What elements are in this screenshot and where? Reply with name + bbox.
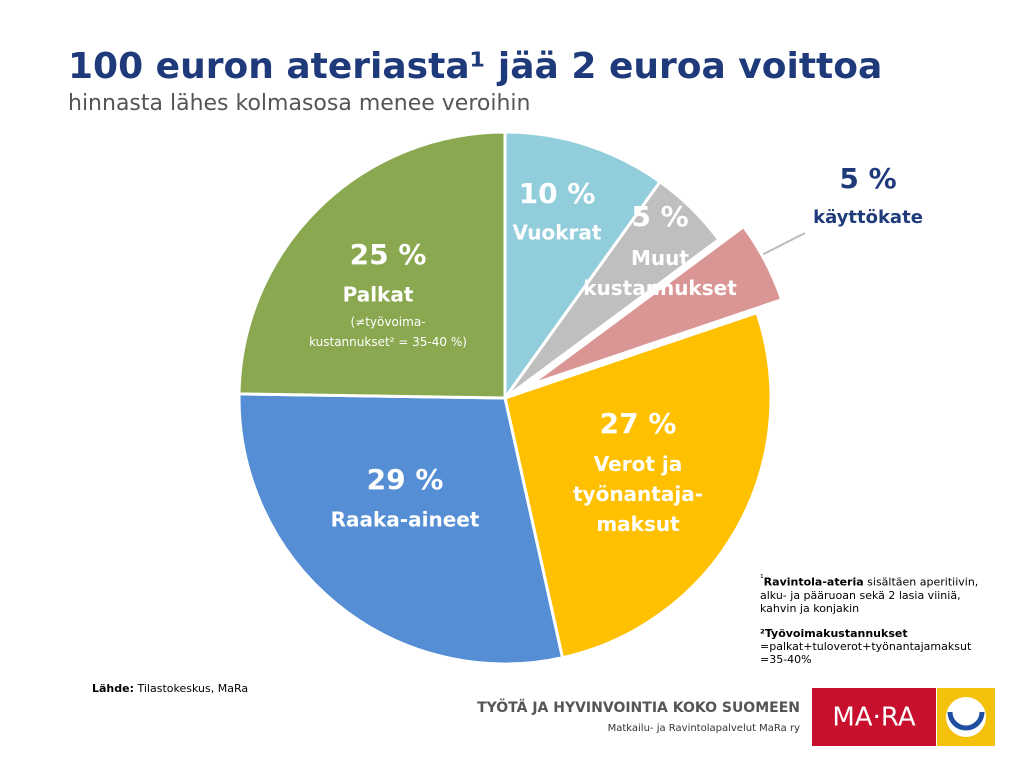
source-text: Tilastokeskus, MaRa	[134, 682, 249, 695]
logo-text: MA·RA	[832, 703, 915, 733]
footnote-text: =palkat+tuloverot+työnantajamaksut =35-4…	[760, 640, 972, 666]
slice-note: (≠työvoima-kustannukset² = 35-40 %)	[309, 315, 467, 349]
pie: 10 % Vuokrat 5 % Muut kustannukset 5 % käyttök…	[237, 130, 923, 666]
footnote: ¹Ravintola-ateria sisältäen aperitiivin,…	[760, 572, 985, 615]
footnote-term: Työvoimakustannukset	[764, 627, 908, 640]
value-label: 27 %	[600, 407, 677, 440]
chart-title: 100 euron ateriasta¹ jää 2 euroa voittoa	[68, 46, 882, 87]
value-label: 29 %	[367, 463, 444, 496]
source-label: Lähde:	[92, 682, 134, 695]
footnote-text: sisältäen aperitiivin, alku- ja pääruoan…	[760, 575, 979, 615]
logo-smile	[947, 711, 985, 731]
footnote-marker: ²	[760, 627, 765, 640]
pie-slice	[503, 130, 663, 403]
logo-box	[812, 688, 936, 746]
slice-label: Raaka-aineet	[331, 508, 480, 532]
slice-label: Palkat	[343, 283, 414, 307]
pie-slice	[237, 130, 507, 400]
pie-slice	[503, 179, 721, 400]
pie-slice	[237, 392, 565, 666]
footnote: ²Työvoimakustannukset =palkat+tuloverot+t…	[760, 627, 985, 666]
value-label: 25 %	[350, 238, 427, 271]
footer-tagline: TYÖTÄ JA HYVINVOINTIA KOKO SUOMEEN	[477, 698, 800, 716]
footer-organization: Matkailu- ja Ravintolapalvelut MaRa ry	[608, 723, 800, 734]
footnote-marker: ¹	[760, 573, 764, 584]
slice-label: Muut kustannukset	[583, 246, 737, 300]
footnote-term: Ravintola-ateria	[763, 575, 864, 589]
value-label: 5 %	[631, 200, 688, 233]
value-label: 10 %	[519, 177, 596, 210]
pie-slice	[503, 310, 773, 660]
source: Lähde: Tilastokeskus, MaRa	[92, 682, 248, 695]
slice-label: Vuokrat	[513, 221, 602, 245]
slice-label: käyttökate	[813, 207, 923, 228]
slice-label: Verot ja työnantaja-maksut	[573, 452, 703, 536]
value-label: 5 %	[839, 162, 896, 195]
pie-slice	[528, 224, 784, 387]
chart-subtitle: hinnasta lähes kolmasosa menee veroihin	[68, 91, 530, 116]
